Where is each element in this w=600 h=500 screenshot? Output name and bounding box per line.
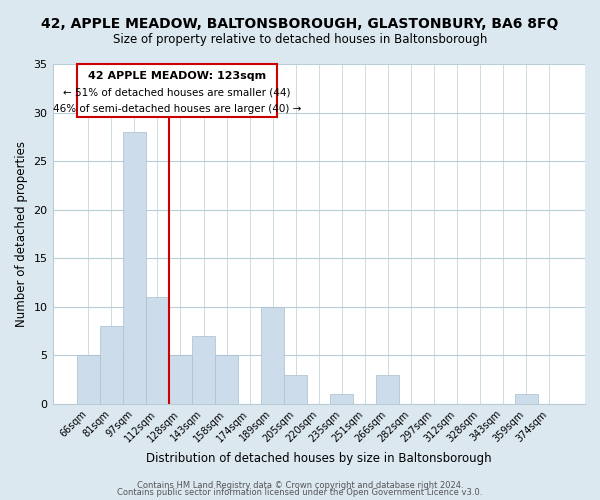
Bar [123, 132, 146, 404]
Text: 46% of semi-detached houses are larger (40) →: 46% of semi-detached houses are larger (… [53, 104, 301, 114]
Text: 42, APPLE MEADOW, BALTONSBOROUGH, GLASTONBURY, BA6 8FQ: 42, APPLE MEADOW, BALTONSBOROUGH, GLASTO… [41, 18, 559, 32]
Bar [77, 356, 100, 404]
Text: Contains public sector information licensed under the Open Government Licence v3: Contains public sector information licen… [118, 488, 482, 497]
Bar [261, 307, 284, 404]
Text: 42 APPLE MEADOW: 123sqm: 42 APPLE MEADOW: 123sqm [88, 70, 266, 81]
Bar [192, 336, 215, 404]
FancyBboxPatch shape [77, 64, 277, 118]
Y-axis label: Number of detached properties: Number of detached properties [15, 141, 28, 327]
Bar [330, 394, 353, 404]
Bar [100, 326, 123, 404]
Bar [215, 356, 238, 404]
Bar [376, 375, 400, 404]
Text: Contains HM Land Registry data © Crown copyright and database right 2024.: Contains HM Land Registry data © Crown c… [137, 480, 463, 490]
Bar [515, 394, 538, 404]
Text: ← 51% of detached houses are smaller (44): ← 51% of detached houses are smaller (44… [63, 87, 291, 97]
Bar [146, 297, 169, 404]
Text: Size of property relative to detached houses in Baltonsborough: Size of property relative to detached ho… [113, 32, 487, 46]
Bar [284, 375, 307, 404]
X-axis label: Distribution of detached houses by size in Baltonsborough: Distribution of detached houses by size … [146, 452, 491, 465]
Bar [169, 356, 192, 404]
